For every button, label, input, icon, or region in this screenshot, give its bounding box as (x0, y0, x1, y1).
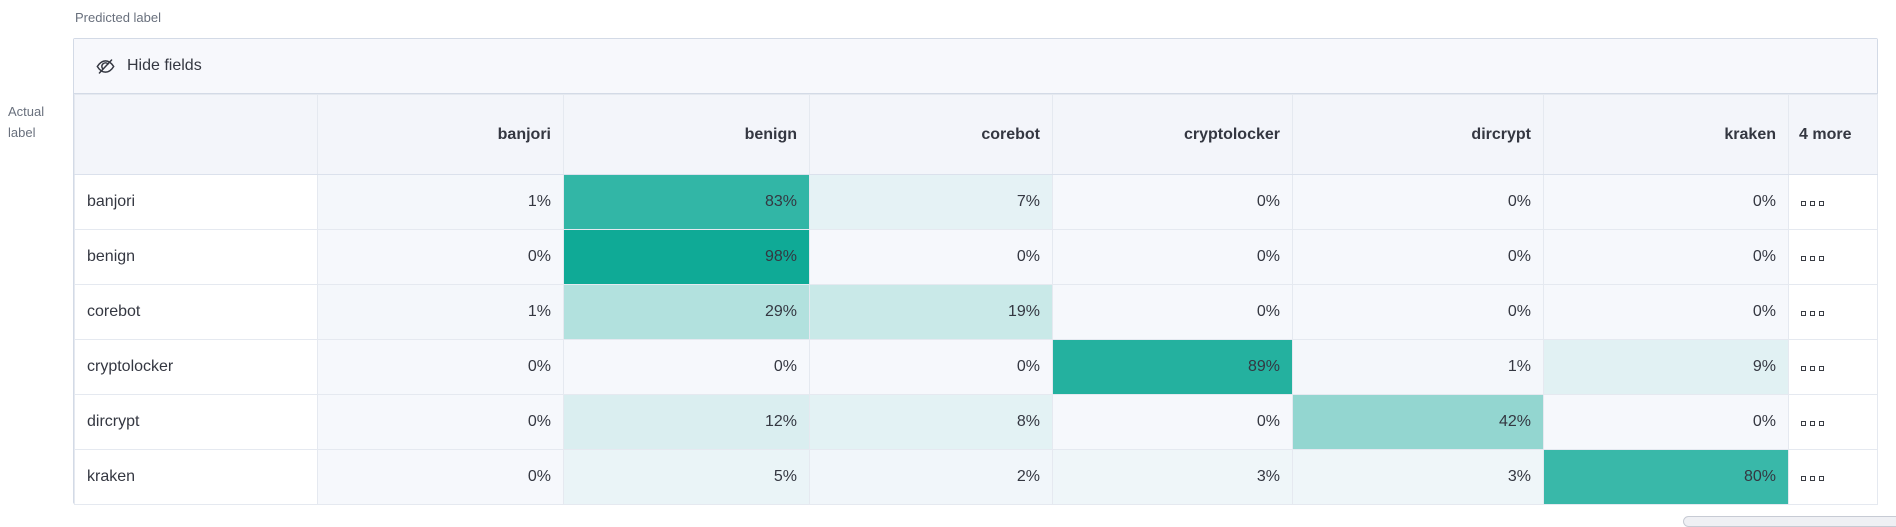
box-glyph (1819, 201, 1824, 206)
more-cell (1788, 339, 1878, 395)
column-header-banjori[interactable]: banjori (317, 94, 564, 175)
more-cell (1788, 174, 1878, 230)
more-cell (1788, 229, 1878, 285)
box-glyph (1801, 311, 1806, 316)
matrix-cell: 0% (809, 339, 1053, 395)
confusion-matrix-panel: Hide fields banjori benign corebot cryptolo… (73, 38, 1878, 505)
more-cell (1788, 284, 1878, 340)
matrix-cell: 0% (317, 394, 564, 450)
matrix-cell: 83% (563, 174, 810, 230)
table-row-banjori: banjori 1% 83% 7% 0% 0% 0% (74, 174, 1878, 230)
table-row-dircrypt: dircrypt 0% 12% 8% 0% 42% 0% (74, 394, 1878, 450)
matrix-cell: 8% (809, 394, 1053, 450)
matrix-cell: 29% (563, 284, 810, 340)
matrix-cell: 0% (1292, 284, 1544, 340)
box-glyph (1810, 311, 1815, 316)
box-glyph (1819, 256, 1824, 261)
column-header-corebot[interactable]: corebot (809, 94, 1053, 175)
table-row-cryptolocker: cryptolocker 0% 0% 0% 89% 1% 9% (74, 339, 1878, 395)
matrix-cell: 0% (1052, 394, 1293, 450)
matrix-cell: 19% (809, 284, 1053, 340)
column-header-benign[interactable]: benign (563, 94, 810, 175)
column-header-dircrypt[interactable]: dircrypt (1292, 94, 1544, 175)
eye-closed-icon (95, 56, 116, 77)
matrix-cell: 0% (1292, 229, 1544, 285)
matrix-cell: 3% (1292, 449, 1544, 505)
matrix-cell: 0% (1292, 174, 1544, 230)
box-glyph (1801, 476, 1806, 481)
table-row-benign: benign 0% 98% 0% 0% 0% 0% (74, 229, 1878, 285)
box-glyph (1801, 366, 1806, 371)
box-glyph (1810, 366, 1815, 371)
matrix-cell: 0% (1543, 174, 1789, 230)
row-label: kraken (74, 449, 318, 505)
horizontal-scrollbar[interactable] (1683, 516, 1896, 527)
actual-axis-label: Actual label (8, 104, 45, 140)
box-glyph (1810, 201, 1815, 206)
row-label: corebot (74, 284, 318, 340)
box-glyph (1810, 421, 1815, 426)
matrix-cell: 80% (1543, 449, 1789, 505)
matrix-cell: 12% (563, 394, 810, 450)
matrix-cell: 0% (1543, 394, 1789, 450)
hide-fields-button[interactable]: Hide fields (74, 39, 1877, 94)
more-cell (1788, 449, 1878, 505)
more-cell (1788, 394, 1878, 450)
column-header-kraken[interactable]: kraken (1543, 94, 1789, 175)
row-label: cryptolocker (74, 339, 318, 395)
column-header-cryptolocker[interactable]: cryptolocker (1052, 94, 1293, 175)
matrix-cell: 98% (563, 229, 810, 285)
matrix-cell: 0% (809, 229, 1053, 285)
confusion-matrix-table: banjori benign corebot cryptolocker dircrypt… (74, 94, 1878, 505)
table-row-kraken: kraken 0% 5% 2% 3% 3% 80% (74, 449, 1878, 505)
corner-cell (74, 94, 318, 175)
matrix-cell: 0% (563, 339, 810, 395)
matrix-cell: 0% (1052, 284, 1293, 340)
matrix-cell: 3% (1052, 449, 1293, 505)
matrix-cell: 0% (1052, 174, 1293, 230)
box-glyph (1801, 201, 1806, 206)
matrix-cell: 0% (1052, 229, 1293, 285)
boxes-horizontal-icon[interactable] (1801, 476, 1824, 481)
matrix-cell: 0% (317, 229, 564, 285)
table-row-corebot: corebot 1% 29% 19% 0% 0% 0% (74, 284, 1878, 340)
box-glyph (1801, 256, 1806, 261)
matrix-cell: 0% (317, 449, 564, 505)
box-glyph (1810, 476, 1815, 481)
box-glyph (1819, 311, 1824, 316)
matrix-cell: 9% (1543, 339, 1789, 395)
row-label: benign (74, 229, 318, 285)
matrix-cell: 0% (1543, 284, 1789, 340)
matrix-cell: 2% (809, 449, 1053, 505)
hide-fields-label: Hide fields (127, 57, 202, 74)
matrix-cell: 0% (1543, 229, 1789, 285)
box-glyph (1810, 256, 1815, 261)
matrix-cell: 1% (1292, 339, 1544, 395)
matrix-cell: 1% (317, 174, 564, 230)
box-glyph (1819, 421, 1824, 426)
matrix-cell: 89% (1052, 339, 1293, 395)
box-glyph (1819, 476, 1824, 481)
boxes-horizontal-icon[interactable] (1801, 366, 1824, 371)
matrix-cell: 5% (563, 449, 810, 505)
row-label: dircrypt (74, 394, 318, 450)
boxes-horizontal-icon[interactable] (1801, 421, 1824, 426)
matrix-cell: 1% (317, 284, 564, 340)
boxes-horizontal-icon[interactable] (1801, 311, 1824, 316)
box-glyph (1801, 421, 1806, 426)
box-glyph (1819, 366, 1824, 371)
matrix-cell: 42% (1292, 394, 1544, 450)
hidden-columns-header[interactable]: 4 more (1788, 94, 1878, 175)
matrix-cell: 7% (809, 174, 1053, 230)
header-row: banjori benign corebot cryptolocker dircrypt… (74, 94, 1878, 175)
row-label: banjori (74, 174, 318, 230)
boxes-horizontal-icon[interactable] (1801, 256, 1824, 261)
matrix-cell: 0% (317, 339, 564, 395)
predicted-axis-label: Predicted label (75, 10, 161, 25)
boxes-horizontal-icon[interactable] (1801, 201, 1824, 206)
